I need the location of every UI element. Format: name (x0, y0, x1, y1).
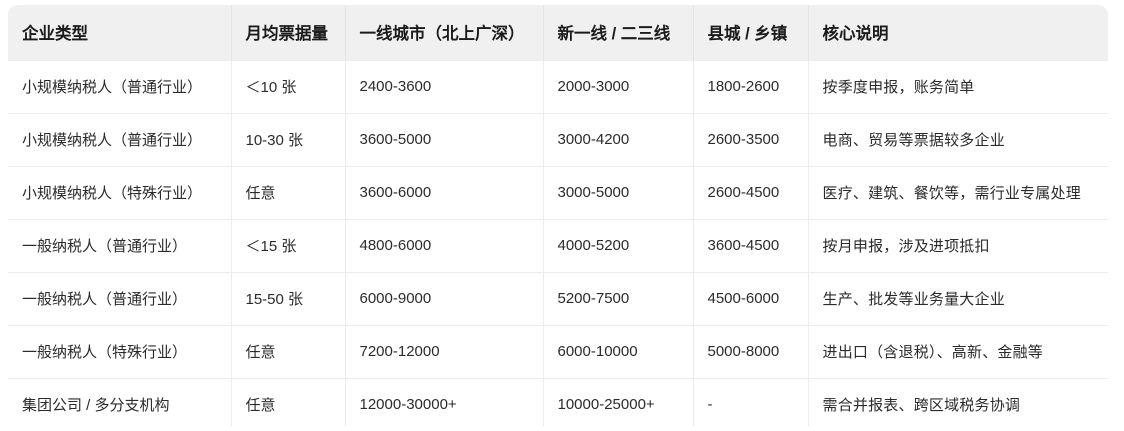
cell-core-note: 按季度申报，账务简单 (808, 59, 1108, 113)
table-header-row: 企业类型 月均票据量 一线城市（北上广深） 新一线 / 二三线 县城 / 乡镇 … (8, 5, 1108, 60)
cell-new-tier1: 10000-25000+ (543, 377, 694, 426)
pricing-table-container: 企业类型 月均票据量 一线城市（北上广深） 新一线 / 二三线 县城 / 乡镇 … (8, 5, 1108, 426)
cell-new-tier1: 2000-3000 (543, 59, 694, 113)
cell-new-tier1: 3000-5000 (543, 165, 694, 219)
cell-tier1-city: 6000-9000 (345, 271, 544, 325)
table-row: 集团公司 / 多分支机构 任意 12000-30000+ 10000-25000… (8, 377, 1108, 426)
cell-core-note: 按月申报，涉及进项抵扣 (808, 218, 1108, 272)
cell-county-town: - (693, 377, 809, 426)
cell-tier1-city: 3600-6000 (345, 165, 544, 219)
cell-county-town: 2600-3500 (693, 112, 809, 166)
cell-new-tier1: 3000-4200 (543, 112, 694, 166)
cell-new-tier1: 4000-5200 (543, 218, 694, 272)
table-row: 一般纳税人（特殊行业） 任意 7200-12000 6000-10000 500… (8, 324, 1108, 378)
table-row: 小规模纳税人（特殊行业） 任意 3600-6000 3000-5000 2600… (8, 165, 1108, 219)
cell-enterprise-type: 一般纳税人（特殊行业） (8, 324, 232, 378)
cell-county-town: 4500-6000 (693, 271, 809, 325)
cell-county-town: 5000-8000 (693, 324, 809, 378)
column-header-new-tier1: 新一线 / 二三线 (543, 5, 694, 60)
cell-county-town: 3600-4500 (693, 218, 809, 272)
cell-monthly-vouchers: 10-30 张 (231, 112, 346, 166)
cell-tier1-city: 2400-3600 (345, 59, 544, 113)
column-header-enterprise-type: 企业类型 (8, 5, 232, 60)
cell-enterprise-type: 一般纳税人（普通行业） (8, 218, 232, 272)
cell-county-town: 1800-2600 (693, 59, 809, 113)
cell-enterprise-type: 小规模纳税人（普通行业） (8, 112, 232, 166)
cell-enterprise-type: 小规模纳税人（普通行业） (8, 59, 232, 113)
cell-monthly-vouchers: 任意 (231, 165, 346, 219)
table-header: 企业类型 月均票据量 一线城市（北上广深） 新一线 / 二三线 县城 / 乡镇 … (8, 5, 1108, 60)
cell-enterprise-type: 集团公司 / 多分支机构 (8, 377, 232, 426)
cell-monthly-vouchers: ＜15 张 (231, 218, 346, 272)
cell-tier1-city: 7200-12000 (345, 324, 544, 378)
cell-tier1-city: 3600-5000 (345, 112, 544, 166)
cell-enterprise-type: 一般纳税人（普通行业） (8, 271, 232, 325)
column-header-tier1-city: 一线城市（北上广深） (345, 5, 544, 60)
table-row: 一般纳税人（普通行业） 15-50 张 6000-9000 5200-7500 … (8, 271, 1108, 325)
cell-monthly-vouchers: 任意 (231, 324, 346, 378)
cell-new-tier1: 6000-10000 (543, 324, 694, 378)
cell-core-note: 需合并报表、跨区域税务协调 (808, 377, 1108, 426)
cell-monthly-vouchers: ＜10 张 (231, 59, 346, 113)
cell-new-tier1: 5200-7500 (543, 271, 694, 325)
cell-core-note: 电商、贸易等票据较多企业 (808, 112, 1108, 166)
cell-core-note: 生产、批发等业务量大企业 (808, 271, 1108, 325)
cell-core-note: 进出口（含退税）、高新、金融等 (808, 324, 1108, 378)
column-header-monthly-vouchers: 月均票据量 (231, 5, 346, 60)
table-row: 一般纳税人（普通行业） ＜15 张 4800-6000 4000-5200 36… (8, 218, 1108, 272)
table-body: 小规模纳税人（普通行业） ＜10 张 2400-3600 2000-3000 1… (8, 59, 1108, 426)
column-header-core-note: 核心说明 (808, 5, 1108, 60)
table-row: 小规模纳税人（普通行业） ＜10 张 2400-3600 2000-3000 1… (8, 59, 1108, 113)
cell-monthly-vouchers: 任意 (231, 377, 346, 426)
table-row: 小规模纳税人（普通行业） 10-30 张 3600-5000 3000-4200… (8, 112, 1108, 166)
cell-county-town: 2600-4500 (693, 165, 809, 219)
pricing-table: 企业类型 月均票据量 一线城市（北上广深） 新一线 / 二三线 县城 / 乡镇 … (8, 5, 1108, 426)
cell-tier1-city: 12000-30000+ (345, 377, 544, 426)
column-header-county-town: 县城 / 乡镇 (693, 5, 809, 60)
cell-tier1-city: 4800-6000 (345, 218, 544, 272)
cell-enterprise-type: 小规模纳税人（特殊行业） (8, 165, 232, 219)
cell-core-note: 医疗、建筑、餐饮等，需行业专属处理 (808, 165, 1108, 219)
cell-monthly-vouchers: 15-50 张 (231, 271, 346, 325)
